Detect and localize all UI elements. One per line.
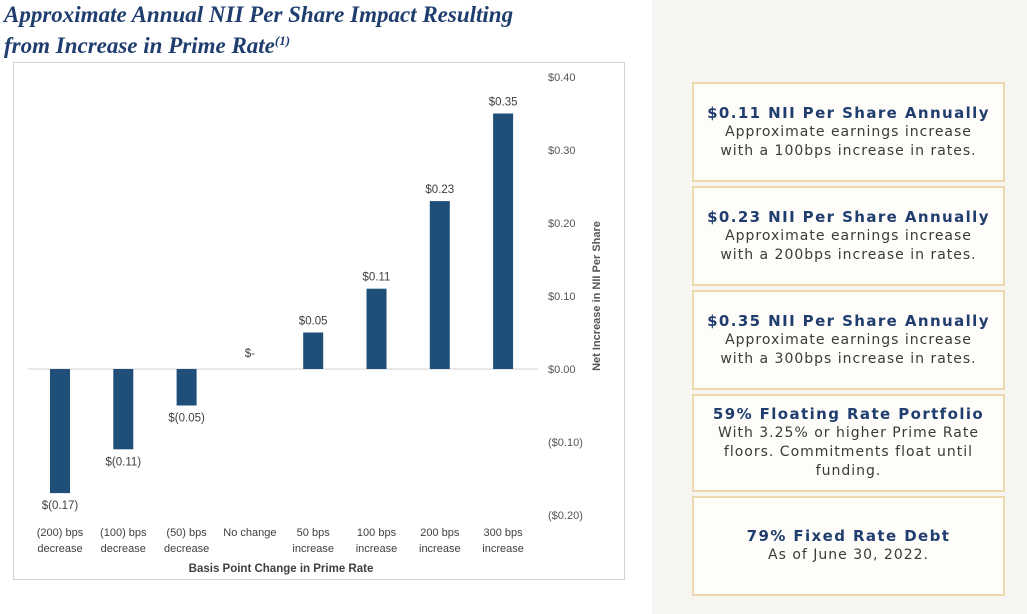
x-tick-label: 300 bps bbox=[484, 527, 524, 539]
card-text-line: Approximate earnings increase bbox=[725, 123, 972, 140]
card-text-line: with a 200bps increase in rates. bbox=[720, 246, 977, 263]
x-tick-label: 200 bps bbox=[420, 527, 460, 539]
card-text-line: with a 300bps increase in rates. bbox=[720, 350, 977, 367]
card-heading: 79% Fixed Rate Debt bbox=[746, 527, 951, 545]
title-line-2: from Increase in Prime Rate(1) bbox=[4, 28, 644, 59]
card-heading: $0.11 NII Per Share Annually bbox=[707, 103, 990, 122]
y-tick-label: $0.40 bbox=[548, 72, 576, 84]
x-tick-label: (200) bps bbox=[37, 527, 84, 539]
data-label: $(0.17) bbox=[42, 500, 79, 512]
y-tick-label: ($0.20) bbox=[548, 510, 583, 522]
x-tick-label: decrease bbox=[101, 543, 146, 555]
card-text-line: with a 100bps increase in rates. bbox=[720, 142, 977, 159]
card-text-line: Approximate earnings increase bbox=[725, 227, 972, 244]
bar bbox=[113, 369, 134, 450]
bar bbox=[493, 113, 514, 369]
card-heading: 59% Floating Rate Portfolio bbox=[712, 405, 985, 423]
x-tick-label: decrease bbox=[37, 543, 82, 555]
card-text-line: As of June 30, 2022. bbox=[768, 547, 929, 563]
x-tick-label: increase bbox=[292, 543, 334, 555]
bar bbox=[50, 369, 70, 494]
card-heading: $0.35 NII Per Share Annually bbox=[707, 311, 990, 330]
x-tick-label: increase bbox=[356, 543, 398, 555]
x-tick-label: (50) bps bbox=[166, 527, 207, 539]
data-label: $0.05 bbox=[299, 316, 328, 328]
data-label: $0.23 bbox=[425, 184, 454, 196]
title-line-2-text: from Increase in Prime Rate bbox=[4, 33, 275, 58]
page-title: Approximate Annual NII Per Share Impact … bbox=[4, 2, 644, 59]
y-tick-label: $0.00 bbox=[548, 364, 576, 376]
data-label: $(0.11) bbox=[106, 456, 142, 468]
bar bbox=[366, 288, 387, 369]
data-label: $- bbox=[245, 348, 255, 360]
y-tick-label: $0.30 bbox=[548, 145, 576, 157]
nii-bar-chart: $0.40 $0.30 $0.20 $0.10 $0.00 ($0.10) ($0.20) N… bbox=[28, 72, 603, 575]
card-fixed-rate-debt: 79% Fixed Rate Debt As of June 30, 2022. bbox=[692, 496, 1005, 596]
x-tick-label: decrease bbox=[164, 543, 209, 555]
card-text-line: floors. Commitments float until bbox=[723, 444, 974, 460]
data-label: $0.11 bbox=[363, 272, 391, 284]
x-tick-label: 50 bps bbox=[297, 527, 331, 539]
card-floating-rate: 59% Floating Rate Portfolio With 3.25% o… bbox=[692, 394, 1005, 492]
bar bbox=[176, 369, 197, 406]
card-text-line: With 3.25% or higher Prime Rate bbox=[718, 425, 979, 441]
y-axis-label: Net Increase in NII Per Share bbox=[591, 221, 603, 371]
card-heading: $0.23 NII Per Share Annually bbox=[707, 207, 990, 226]
card-nii-200bps: $0.23 NII Per Share Annually Approximate… bbox=[692, 186, 1005, 286]
card-nii-300bps: $0.35 NII Per Share Annually Approximate… bbox=[692, 290, 1005, 390]
data-label: $0.35 bbox=[489, 97, 518, 109]
x-axis-label: Basis Point Change in Prime Rate bbox=[189, 563, 374, 575]
title-footnote: (1) bbox=[274, 33, 291, 48]
card-text-line: funding. bbox=[815, 463, 882, 479]
y-tick-label: ($0.10) bbox=[548, 437, 583, 449]
y-tick-label: $0.20 bbox=[548, 218, 576, 230]
bar bbox=[429, 201, 450, 369]
data-label: $(0.05) bbox=[168, 413, 205, 425]
title-line-1: Approximate Annual NII Per Share Impact … bbox=[4, 2, 514, 27]
x-tick-label: No change bbox=[223, 527, 276, 539]
card-text-line: Approximate earnings increase bbox=[725, 331, 972, 348]
bar bbox=[303, 332, 324, 369]
x-tick-label: increase bbox=[419, 543, 461, 555]
x-tick-label: 100 bps bbox=[357, 527, 397, 539]
x-tick-label: increase bbox=[482, 543, 524, 555]
card-nii-100bps: $0.11 NII Per Share Annually Approximate… bbox=[692, 82, 1005, 182]
x-tick-label: (100) bps bbox=[100, 527, 147, 539]
chart-frame bbox=[13, 62, 625, 580]
y-tick-label: $0.10 bbox=[548, 291, 576, 303]
